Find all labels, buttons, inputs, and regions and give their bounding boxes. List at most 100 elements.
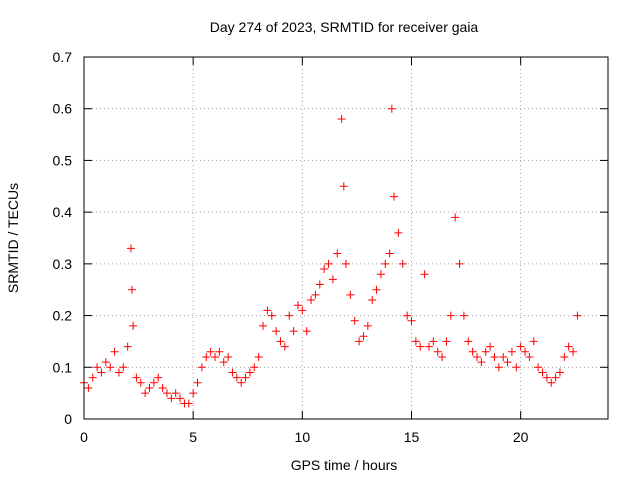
data-point [232,373,241,382]
data-point [206,347,215,356]
data-point [263,306,272,315]
data-point [132,373,141,382]
data-point [547,378,556,387]
y-tick-label: 0.4 [53,204,73,220]
data-point [390,192,399,201]
data-point [451,213,460,222]
data-point [202,352,211,361]
data-point [516,342,525,351]
data-point [141,389,150,398]
data-point [272,327,281,336]
data-point [555,368,564,377]
data-point [346,290,355,299]
data-point [442,337,451,346]
y-tick-label: 0.7 [53,49,73,65]
data-point [525,352,534,361]
data-point [97,368,106,377]
y-tick-label: 0.3 [53,256,73,272]
data-point [149,378,158,387]
x-tick-label: 10 [295,429,311,445]
data-point [486,342,495,351]
data-points [80,104,582,408]
data-point [84,383,93,392]
data-point [376,270,385,279]
data-point [455,259,464,268]
data-point [333,249,342,258]
data-point [211,352,219,361]
data-point [403,311,412,320]
data-point [551,373,560,382]
data-point [123,342,132,351]
data-point [171,389,180,398]
data-point [512,363,521,372]
data-point [320,265,329,274]
data-point [416,342,425,351]
data-point [324,259,333,268]
data-point [293,301,302,310]
data-point [411,337,420,346]
data-point [254,352,263,361]
data-point [385,249,394,258]
data-point [224,352,233,361]
data-point [359,332,368,341]
data-point [521,347,530,356]
data-point [128,285,137,294]
data-point [499,352,508,361]
data-point [481,347,490,356]
data-point [302,327,311,336]
plot-border [83,56,609,420]
data-point [289,327,298,336]
data-point [119,363,128,372]
data-point [219,358,228,367]
data-point [433,347,442,356]
data-point [534,363,543,372]
data-point [101,358,110,367]
data-point [237,378,246,387]
chart-title: Day 274 of 2023, SRMTID for receiver gai… [210,19,479,35]
data-point [307,296,316,305]
data-point [473,352,481,361]
data-point [88,373,97,382]
data-point [339,182,348,191]
data-point [438,352,447,361]
data-point [381,259,390,268]
data-point [145,383,154,392]
data-point [215,347,224,356]
data-point [494,363,503,372]
data-point [420,270,429,279]
data-point [162,389,171,398]
data-point [259,321,268,330]
data-point [228,368,237,377]
data-point [477,358,486,367]
data-point [363,321,372,330]
x-tick-label: 0 [80,429,88,445]
x-tick-label: 5 [189,429,197,445]
data-point [529,337,538,346]
x-tick-label: 15 [404,429,420,445]
x-axis-label: GPS time / hours [291,457,398,473]
data-point [93,363,102,372]
data-point [464,337,473,346]
data-point [241,373,250,382]
data-point [468,347,477,356]
data-point [372,285,381,294]
y-tick-label: 0 [64,411,72,427]
data-point [398,259,407,268]
y-tick-label: 0.6 [53,101,73,117]
data-point [368,296,377,305]
data-point [569,347,578,356]
x-tick-label: 20 [513,429,529,445]
data-point [503,358,512,367]
data-point [355,337,364,346]
data-point [110,347,119,356]
grid [84,57,608,419]
y-tick-label: 0.1 [53,359,73,375]
data-point [298,306,307,315]
data-point [507,347,516,356]
data-point [337,115,346,124]
data-point [106,363,115,372]
data-point [573,311,582,320]
y-tick-label: 0.2 [53,308,73,324]
data-point [394,228,403,237]
data-point [424,342,433,351]
